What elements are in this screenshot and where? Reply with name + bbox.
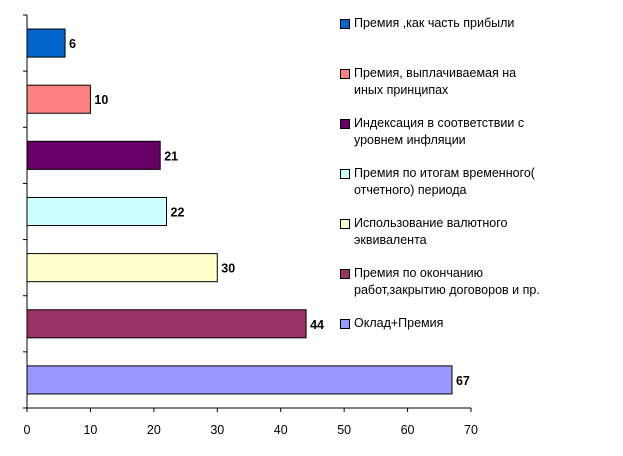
bar <box>26 365 453 395</box>
bar <box>26 196 168 227</box>
x-tick-label: 60 <box>401 423 415 437</box>
legend-label: Оклад+Премия <box>354 316 444 330</box>
data-label: 30 <box>221 262 235 276</box>
legend-swatch <box>340 119 350 129</box>
legend-label: Премия по окончанию работ,закрытию догов… <box>354 266 540 297</box>
x-tick-label: 40 <box>274 423 288 437</box>
legend-item: Использование валютного эквивалента <box>340 215 507 249</box>
legend-swatch <box>340 319 350 329</box>
x-tick-label: 10 <box>83 423 97 437</box>
legend-item: Премия, выплачиваемая на иных принципах <box>340 65 516 99</box>
legend-swatch <box>340 19 350 29</box>
legend-label: Премия, выплачиваемая на иных принципах <box>354 66 517 97</box>
bar <box>26 84 91 114</box>
x-tick-label: 30 <box>210 423 224 437</box>
x-tick-label: 0 <box>24 423 31 437</box>
bar <box>26 140 161 170</box>
bar <box>26 309 307 339</box>
legend-item: Премия ,как часть прибыли <box>340 15 514 32</box>
legend-swatch <box>340 169 350 179</box>
x-tick-label: 20 <box>147 423 161 437</box>
bar <box>26 253 218 283</box>
bar <box>26 28 66 58</box>
x-tick-label: 50 <box>337 423 351 437</box>
data-label: 6 <box>69 37 76 51</box>
legend-item: Премия по итогам временного( отчетного) … <box>340 165 535 199</box>
data-label: 22 <box>171 206 185 220</box>
legend-label: Использование валютного эквивалента <box>354 216 508 247</box>
data-label: 44 <box>310 318 324 332</box>
legend-label: Премия по итогам временного( отчетного) … <box>354 166 535 197</box>
legend-label: Индексация в соответствии с уровнем инфл… <box>354 116 525 147</box>
data-label: 10 <box>94 93 108 107</box>
x-tick-label: 70 <box>464 423 478 437</box>
data-label: 21 <box>164 149 178 163</box>
legend-label: Премия ,как часть прибыли <box>354 16 515 30</box>
legend-swatch <box>340 269 350 279</box>
legend-item: Оклад+Премия <box>340 315 443 332</box>
legend-item: Премия по окончанию работ,закрытию догов… <box>340 265 540 299</box>
legend-item: Индексация в соответствии с уровнем инфл… <box>340 115 524 149</box>
legend-swatch <box>340 69 350 79</box>
data-label: 67 <box>456 374 470 388</box>
legend-swatch <box>340 219 350 229</box>
